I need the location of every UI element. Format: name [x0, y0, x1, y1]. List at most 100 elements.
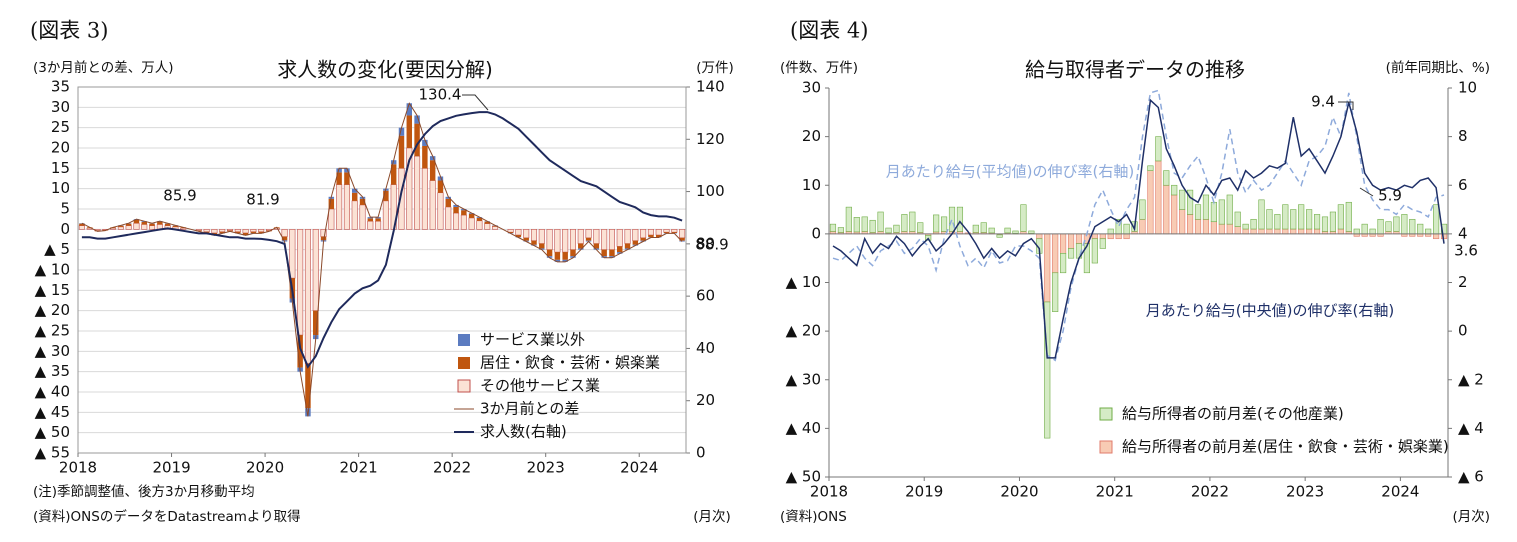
bar — [445, 198, 451, 207]
annotation: 88.9 — [695, 236, 728, 254]
bar — [624, 243, 631, 249]
bar — [429, 180, 436, 230]
y2-tick-label: 8 — [1458, 127, 1468, 145]
y2-tick-label: ▲ 6 — [1458, 468, 1484, 486]
bar — [250, 231, 257, 233]
bar — [484, 223, 491, 230]
bar — [1234, 211, 1241, 227]
bar — [578, 243, 584, 249]
y2-tick-label: 2 — [1458, 273, 1468, 291]
line-series — [81, 102, 683, 417]
bar — [1306, 209, 1313, 230]
bar — [1044, 233, 1051, 303]
bar — [1067, 248, 1075, 259]
bar — [1020, 204, 1027, 232]
x-tick-label: 2024 — [1381, 483, 1419, 501]
x-tick-label: 2021 — [340, 459, 378, 477]
bar — [414, 155, 421, 230]
bar — [491, 226, 499, 230]
x-tick-label: 2020 — [246, 459, 284, 477]
bar — [297, 335, 303, 368]
bar — [344, 168, 350, 173]
y2-tick-label: ▲ 2 — [1458, 370, 1484, 388]
bar — [1060, 253, 1067, 274]
bar — [406, 103, 413, 116]
leader-line — [462, 94, 489, 111]
bar — [1060, 233, 1067, 254]
y-tick-label: 30 — [51, 98, 70, 116]
bar — [562, 259, 568, 262]
y-tick-label: ▲ 50 — [35, 423, 70, 441]
y-tick-label: 25 — [51, 118, 70, 136]
bar — [492, 225, 498, 227]
bar — [570, 256, 576, 258]
x-tick-label: 2018 — [810, 483, 848, 501]
bar — [609, 256, 615, 258]
bar — [1194, 218, 1202, 235]
bar — [655, 235, 662, 238]
bar — [219, 229, 226, 233]
bar — [546, 256, 553, 258]
bar — [367, 220, 374, 230]
legend-swatch — [458, 357, 470, 369]
bar — [1163, 184, 1170, 235]
bar — [429, 156, 436, 161]
bar — [1306, 228, 1313, 235]
y-tick-label: ▲ 55 — [35, 444, 70, 462]
bar — [1321, 216, 1329, 232]
bar — [476, 220, 483, 230]
bar — [1210, 221, 1217, 235]
y2-axis-label: (前年同期比、%) — [1386, 59, 1490, 76]
bar — [461, 209, 467, 211]
bar — [546, 249, 553, 257]
bar — [554, 229, 561, 253]
y-tick-label: ▲ 50 — [786, 468, 821, 486]
bar — [1123, 223, 1130, 235]
bar — [893, 224, 900, 233]
bar — [125, 225, 132, 230]
bar — [601, 256, 607, 258]
bar — [390, 164, 397, 185]
bar — [577, 229, 584, 244]
y2-tick-label: 60 — [696, 287, 715, 305]
bar — [375, 218, 381, 222]
bar — [79, 223, 85, 226]
y-tick-label: ▲ 10 — [786, 273, 821, 291]
bar — [1083, 243, 1090, 274]
bar — [422, 139, 428, 146]
bar — [1353, 228, 1360, 235]
bar — [617, 252, 623, 254]
bar — [1107, 228, 1114, 235]
bar — [289, 229, 296, 279]
bar — [609, 249, 615, 257]
bar — [1179, 209, 1186, 235]
annotation: 81.9 — [246, 191, 279, 209]
bar — [1345, 201, 1352, 232]
series-label: 月あたり給与(平均値)の伸び率(右軸) — [886, 163, 1134, 181]
bar — [422, 145, 428, 169]
bar — [901, 214, 908, 232]
bar — [281, 236, 288, 241]
line-series — [832, 89, 1445, 362]
bar — [1258, 228, 1265, 235]
y-tick-label: 30 — [802, 79, 821, 97]
bar — [554, 252, 561, 260]
y-tick-label: 15 — [51, 159, 70, 177]
bar — [328, 208, 335, 230]
annotation: 9.4 — [1311, 93, 1335, 111]
bar — [1091, 238, 1098, 264]
bar — [375, 220, 382, 230]
bar — [258, 231, 264, 233]
bar — [1226, 223, 1233, 235]
plot-frame — [77, 86, 687, 454]
bar — [437, 180, 444, 193]
bar — [304, 229, 311, 364]
bar — [507, 229, 514, 233]
x-tick-label: 2020 — [1000, 483, 1038, 501]
bar — [359, 198, 366, 205]
y-tick-label: ▲ 25 — [35, 322, 70, 340]
bar — [1052, 233, 1059, 274]
bar — [601, 229, 608, 250]
legend-swatch — [457, 379, 471, 393]
bar — [484, 221, 490, 224]
